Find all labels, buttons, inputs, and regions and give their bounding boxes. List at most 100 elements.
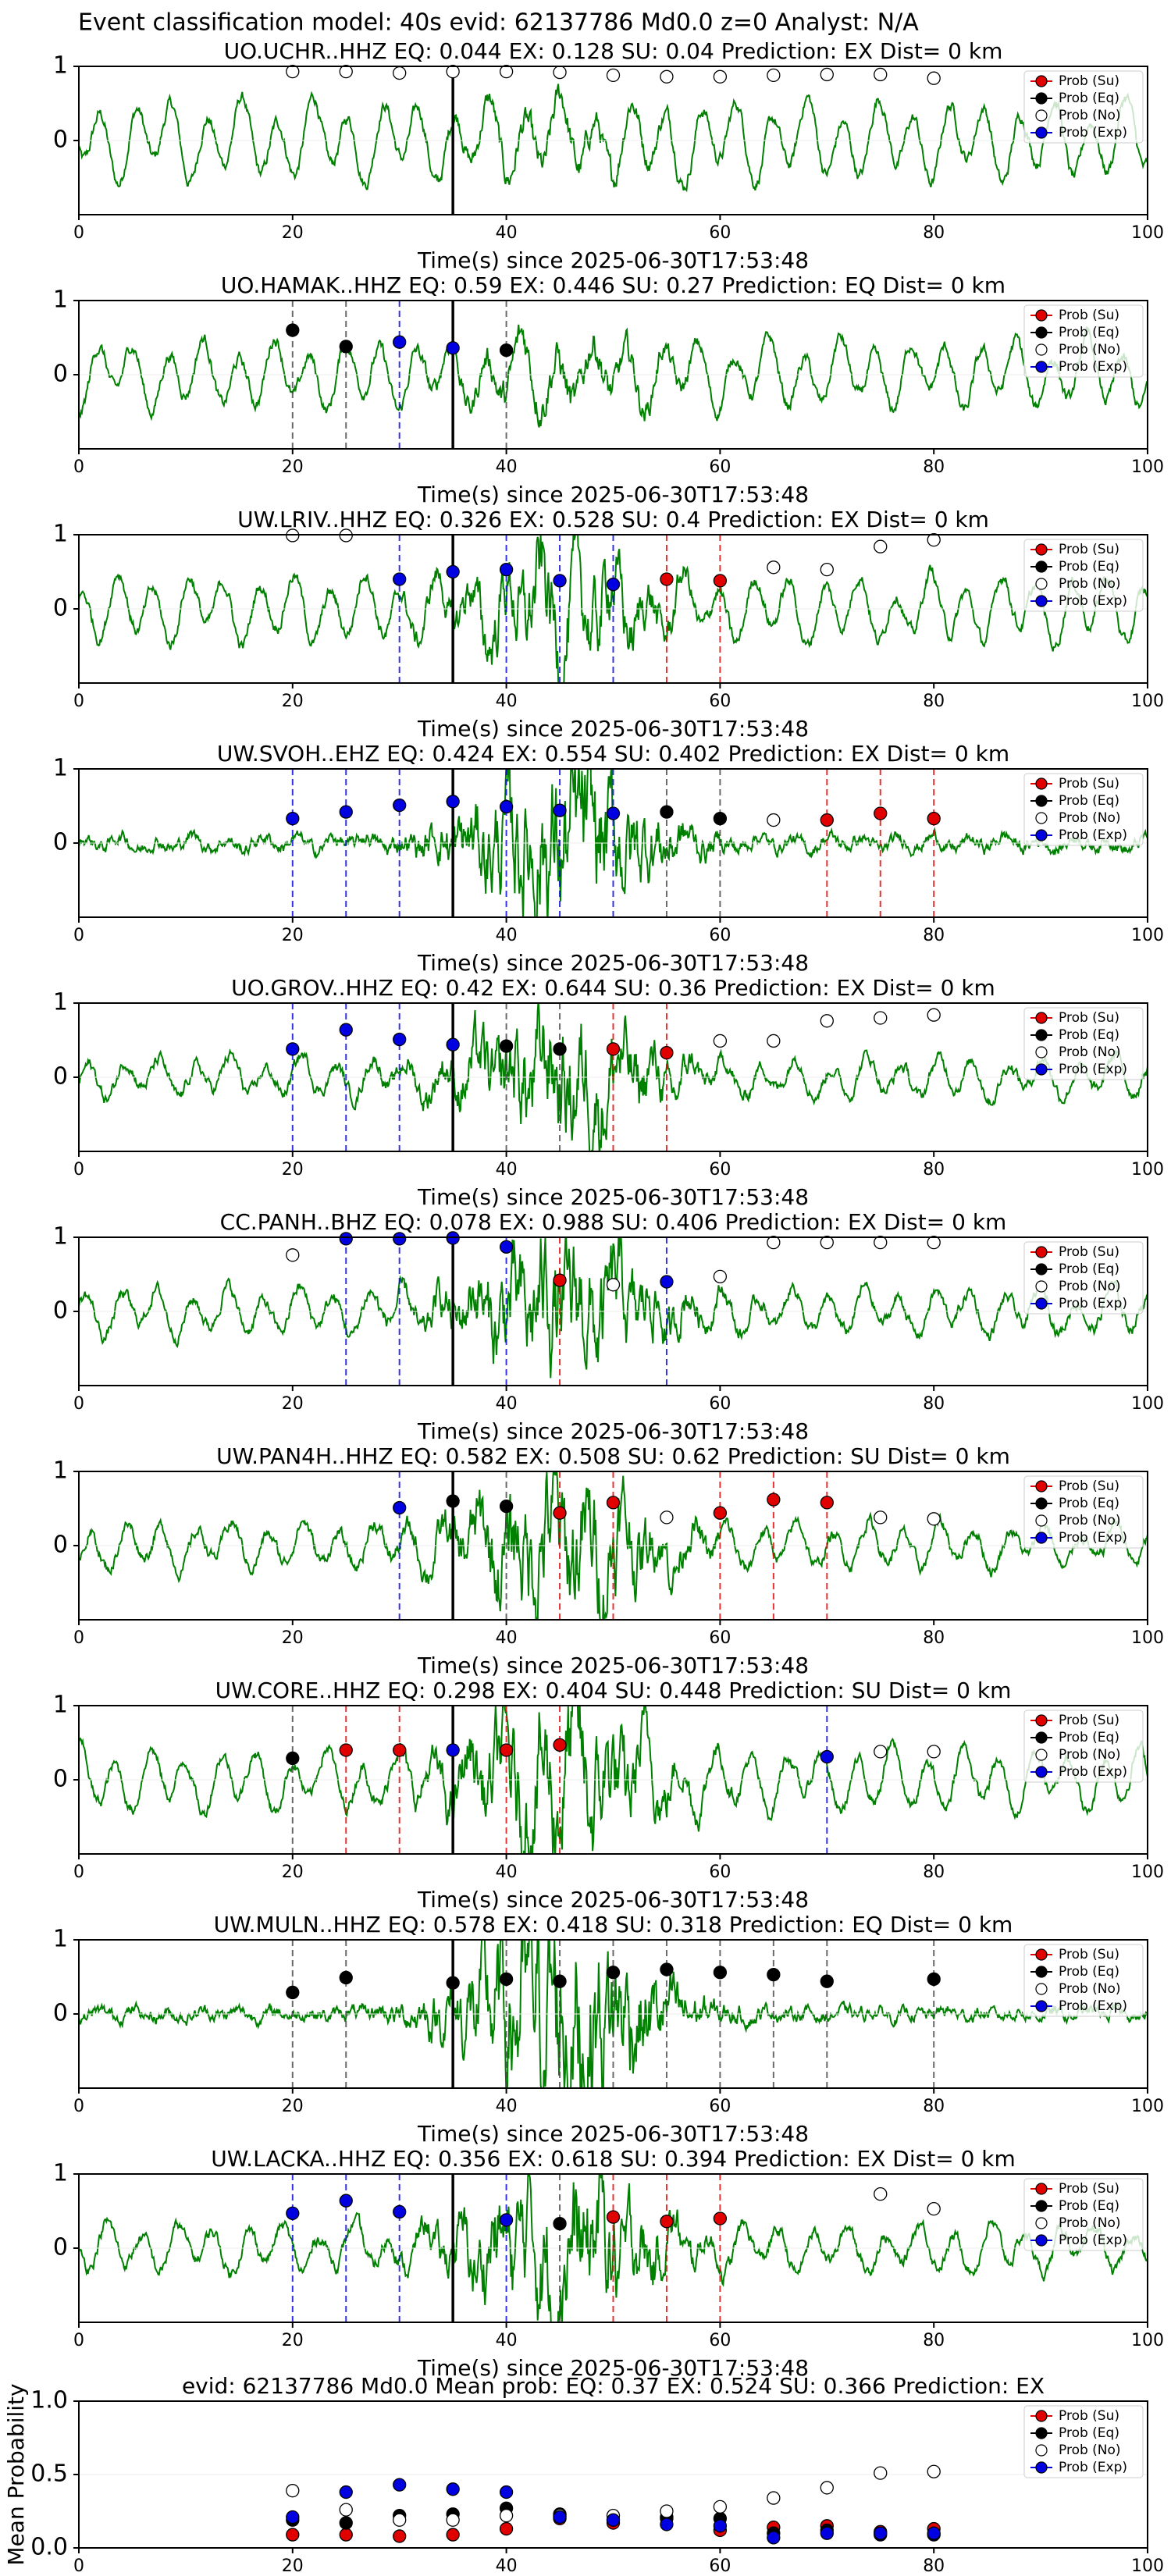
y-tick-label: 0.0 bbox=[30, 2534, 68, 2561]
legend-label: Prob (Exp) bbox=[1059, 827, 1127, 843]
legend-label: Prob (Su) bbox=[1059, 73, 1119, 89]
prob-point bbox=[767, 2491, 781, 2505]
legend-label: Prob (Su) bbox=[1059, 776, 1119, 792]
legend-label: Prob (Exp) bbox=[1059, 1998, 1127, 2014]
prob-point bbox=[660, 1962, 674, 1976]
x-tick-label: 80 bbox=[923, 926, 945, 945]
legend-label: Prob (Su) bbox=[1059, 308, 1119, 323]
prob-point bbox=[874, 2186, 888, 2201]
panel-title: CC.PANH..BHZ EQ: 0.078 EX: 0.988 SU: 0.4… bbox=[220, 1209, 1007, 1235]
legend-label: Prob (Su) bbox=[1059, 1010, 1119, 1026]
x-tick-label: 60 bbox=[709, 2097, 731, 2116]
x-axis-label: Time(s) since 2025-06-30T17:53:48 bbox=[417, 716, 809, 742]
prob-point bbox=[553, 2216, 567, 2231]
legend-marker bbox=[1035, 2410, 1048, 2422]
legend-marker bbox=[1035, 1966, 1048, 1978]
prob-point bbox=[820, 563, 834, 577]
x-tick-label: 60 bbox=[709, 1394, 731, 1414]
x-tick-label: 0 bbox=[73, 2097, 84, 2116]
x-tick-label: 60 bbox=[709, 1863, 731, 1882]
prob-point bbox=[553, 1738, 567, 1752]
prob-point bbox=[713, 1269, 728, 1283]
prob-point bbox=[286, 2510, 300, 2524]
prob-point bbox=[553, 574, 567, 588]
x-tick-label: 40 bbox=[496, 2097, 518, 2116]
legend-marker bbox=[1035, 343, 1048, 356]
x-tick-label: 20 bbox=[282, 2556, 304, 2576]
prob-point bbox=[286, 1042, 300, 1056]
x-tick-label: 60 bbox=[709, 2556, 731, 2576]
x-tick-label: 20 bbox=[282, 926, 304, 945]
x-tick-label: 100 bbox=[1131, 1160, 1164, 1179]
prob-point bbox=[393, 1500, 407, 1515]
x-tick-label: 40 bbox=[496, 457, 518, 477]
prob-point bbox=[660, 1275, 674, 1289]
legend-marker bbox=[1035, 1280, 1048, 1293]
x-tick-label: 20 bbox=[282, 2097, 304, 2116]
x-tick-label: 0 bbox=[73, 926, 84, 945]
legend-label: Prob (Eq) bbox=[1059, 559, 1119, 575]
y-tick-label: 1 bbox=[53, 2160, 68, 2187]
prob-point bbox=[499, 2521, 514, 2536]
prob-point bbox=[393, 2513, 407, 2527]
x-tick-label: 60 bbox=[709, 457, 731, 477]
prob-point bbox=[820, 1749, 834, 1764]
x-tick-label: 100 bbox=[1131, 457, 1164, 477]
x-tick-label: 100 bbox=[1131, 2331, 1164, 2350]
y-tick-label: 1 bbox=[53, 521, 68, 548]
prob-point bbox=[393, 1743, 407, 1757]
prob-point bbox=[286, 2484, 300, 2498]
x-tick-label: 20 bbox=[282, 457, 304, 477]
prob-point bbox=[660, 572, 674, 586]
legend-marker bbox=[1035, 1731, 1048, 1744]
prob-point bbox=[339, 1743, 353, 1757]
x-tick-label: 100 bbox=[1131, 2097, 1164, 2116]
legend-label: Prob (Eq) bbox=[1059, 2198, 1119, 2214]
legend-marker bbox=[1035, 2217, 1048, 2229]
prob-point bbox=[606, 578, 621, 592]
legend: Prob (Su)Prob (Eq)Prob (No)Prob (Exp) bbox=[1023, 304, 1144, 378]
prob-point bbox=[499, 563, 514, 577]
panel: UW.CORE..HHZ EQ: 0.298 EX: 0.404 SU: 0.4… bbox=[53, 1678, 1164, 1912]
waveform bbox=[79, 1003, 1148, 1151]
x-tick-label: 80 bbox=[923, 223, 945, 243]
x-tick-label: 0 bbox=[73, 223, 84, 243]
legend-marker bbox=[1035, 1766, 1048, 1778]
legend-box bbox=[1023, 1944, 1144, 2017]
prob-point bbox=[446, 1976, 460, 1990]
legend-label: Prob (Exp) bbox=[1059, 1062, 1127, 1077]
legend-marker bbox=[1035, 2444, 1048, 2457]
figure-title: Event classification model: 40s evid: 62… bbox=[78, 9, 919, 37]
prob-point bbox=[660, 2504, 674, 2518]
prob-point bbox=[339, 340, 353, 354]
x-tick-label: 20 bbox=[282, 1628, 304, 1648]
legend-box bbox=[1023, 70, 1144, 144]
y-tick-label: 0 bbox=[53, 829, 68, 856]
legend: Prob (Su)Prob (Eq)Prob (No)Prob (Exp) bbox=[1023, 2405, 1144, 2478]
legend-box bbox=[1023, 304, 1144, 378]
prob-point bbox=[660, 2517, 674, 2532]
prob-point bbox=[553, 1974, 567, 1988]
legend-label: Prob (Exp) bbox=[1059, 2460, 1127, 2475]
prob-point bbox=[446, 1743, 460, 1757]
prob-point bbox=[767, 560, 781, 575]
legend-box bbox=[1023, 2405, 1144, 2478]
legend-label: Prob (No) bbox=[1059, 108, 1121, 123]
legend-box bbox=[1023, 1475, 1144, 1549]
prob-point bbox=[874, 67, 888, 82]
x-tick-label: 40 bbox=[496, 1863, 518, 1882]
prob-point bbox=[446, 1037, 460, 1051]
x-axis-label: Time(s) since 2025-06-30T17:53:48 bbox=[417, 1887, 809, 1912]
legend-label: Prob (Su) bbox=[1059, 2181, 1119, 2197]
x-tick-label: 60 bbox=[709, 2331, 731, 2350]
prob-point bbox=[767, 813, 781, 827]
prob-point bbox=[927, 1236, 941, 1250]
prob-point bbox=[446, 1494, 460, 1508]
x-tick-label: 20 bbox=[282, 692, 304, 711]
legend-label: Prob (Exp) bbox=[1059, 2233, 1127, 2248]
legend-label: Prob (Su) bbox=[1059, 1713, 1119, 1728]
legend-marker bbox=[1035, 326, 1048, 339]
legend-label: Prob (Su) bbox=[1059, 1244, 1119, 1260]
legend-label: Prob (Exp) bbox=[1059, 1764, 1127, 1780]
